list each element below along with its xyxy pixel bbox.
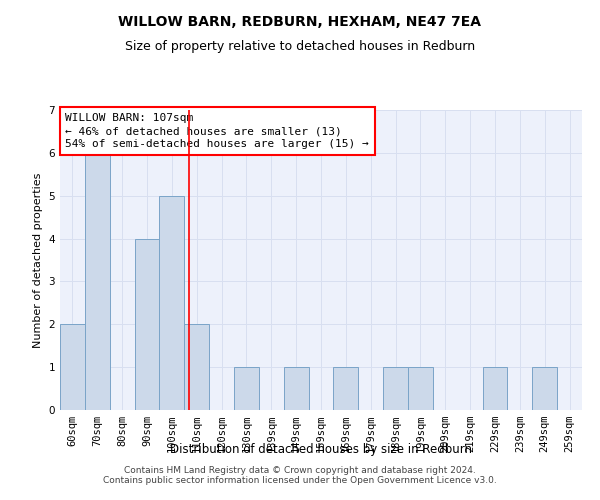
Text: Contains HM Land Registry data © Crown copyright and database right 2024.
Contai: Contains HM Land Registry data © Crown c…	[103, 466, 497, 485]
Bar	[532, 367, 557, 410]
Bar	[284, 367, 308, 410]
Bar	[160, 196, 184, 410]
Y-axis label: Number of detached properties: Number of detached properties	[33, 172, 43, 348]
Bar	[234, 367, 259, 410]
Bar	[383, 367, 408, 410]
Bar	[184, 324, 209, 410]
Bar	[60, 324, 85, 410]
Bar	[482, 367, 508, 410]
Bar	[134, 238, 160, 410]
Text: WILLOW BARN: 107sqm
← 46% of detached houses are smaller (13)
54% of semi-detach: WILLOW BARN: 107sqm ← 46% of detached ho…	[65, 113, 369, 150]
Text: Size of property relative to detached houses in Redburn: Size of property relative to detached ho…	[125, 40, 475, 53]
Bar	[334, 367, 358, 410]
Text: WILLOW BARN, REDBURN, HEXHAM, NE47 7EA: WILLOW BARN, REDBURN, HEXHAM, NE47 7EA	[119, 15, 482, 29]
Text: Distribution of detached houses by size in Redburn: Distribution of detached houses by size …	[170, 442, 472, 456]
Bar	[408, 367, 433, 410]
Bar	[85, 153, 110, 410]
